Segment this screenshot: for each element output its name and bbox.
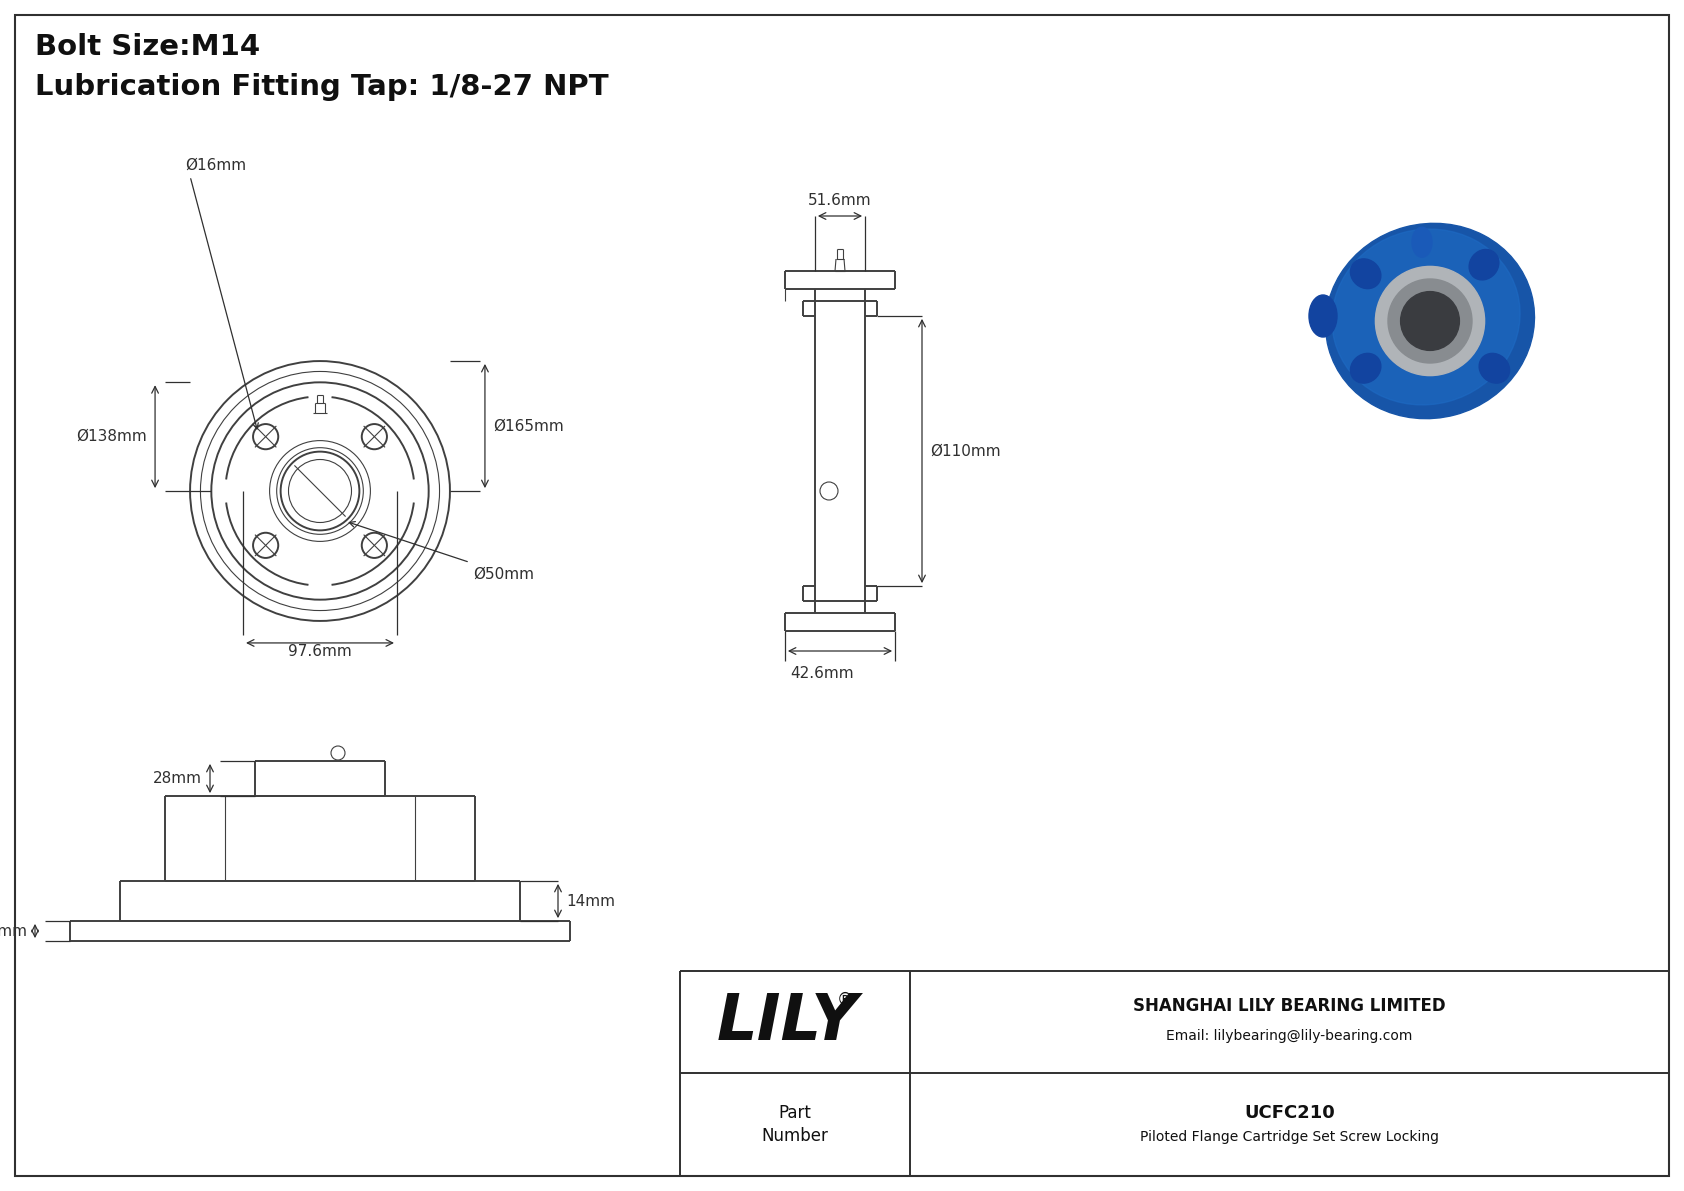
Ellipse shape (1351, 258, 1381, 288)
Ellipse shape (1468, 249, 1499, 280)
Ellipse shape (1332, 229, 1521, 405)
Circle shape (1388, 279, 1472, 363)
Text: UCFC210: UCFC210 (1244, 1104, 1335, 1122)
Ellipse shape (1308, 295, 1337, 337)
Text: 28mm: 28mm (153, 771, 202, 786)
Text: Bolt Size:M14: Bolt Size:M14 (35, 33, 259, 61)
Text: ®: ® (837, 991, 854, 1009)
Text: Piloted Flange Cartridge Set Screw Locking: Piloted Flange Cartridge Set Screw Locki… (1140, 1129, 1440, 1143)
Text: 14mm: 14mm (566, 893, 615, 909)
Text: SHANGHAI LILY BEARING LIMITED: SHANGHAI LILY BEARING LIMITED (1133, 997, 1447, 1015)
Text: Ø50mm: Ø50mm (473, 567, 534, 581)
Ellipse shape (1411, 227, 1431, 257)
Circle shape (1376, 267, 1485, 375)
Text: Lubrication Fitting Tap: 1/8-27 NPT: Lubrication Fitting Tap: 1/8-27 NPT (35, 73, 608, 101)
Text: Email: lilybearing@lily-bearing.com: Email: lilybearing@lily-bearing.com (1167, 1029, 1413, 1043)
Ellipse shape (1479, 354, 1509, 384)
Text: 12mm: 12mm (0, 923, 27, 939)
Text: 51.6mm: 51.6mm (808, 193, 872, 208)
Text: Ø138mm: Ø138mm (76, 429, 147, 444)
Circle shape (1401, 292, 1460, 350)
Text: Ø165mm: Ø165mm (493, 418, 564, 434)
Text: Part
Number: Part Number (761, 1104, 829, 1146)
Text: Ø110mm: Ø110mm (930, 443, 1000, 459)
Text: Ø16mm: Ø16mm (185, 158, 246, 173)
Ellipse shape (1325, 224, 1534, 419)
Ellipse shape (1351, 354, 1381, 384)
Text: 97.6mm: 97.6mm (288, 644, 352, 659)
Text: 42.6mm: 42.6mm (790, 666, 854, 681)
Text: LILY: LILY (716, 991, 857, 1053)
